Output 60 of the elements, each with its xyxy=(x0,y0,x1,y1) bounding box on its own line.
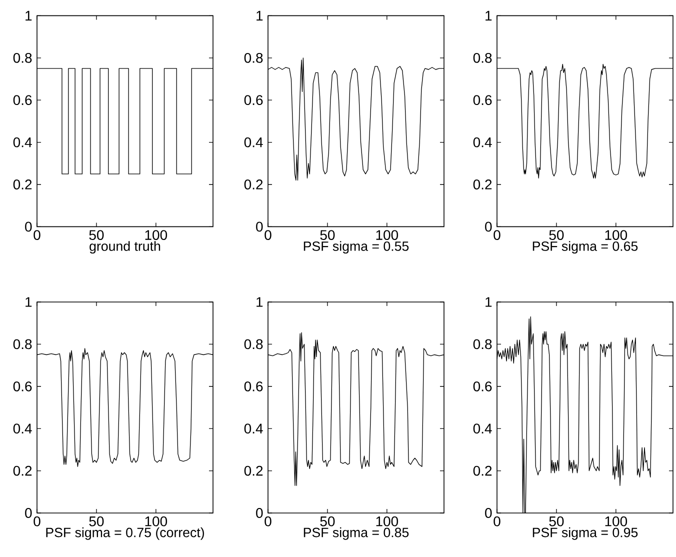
y-tick-label: 1 xyxy=(486,297,492,307)
x-tick-label: 50 xyxy=(320,516,335,526)
x-tick-label: 100 xyxy=(376,230,398,240)
y-tick-label: 0.4 xyxy=(244,137,263,148)
y-tick-label: 0.4 xyxy=(13,424,32,434)
y-tick-label: 0.8 xyxy=(244,52,263,63)
y-tick-label: 0.2 xyxy=(473,466,492,476)
y-tick-label: 0.4 xyxy=(473,424,492,434)
y-tick-label: 1 xyxy=(26,10,32,21)
y-tick-label: 0 xyxy=(256,222,263,232)
y-tick-label: 0.2 xyxy=(473,180,492,190)
x-tick-label: 100 xyxy=(145,230,168,240)
x-axis-title: PSF sigma = 0.95 xyxy=(532,527,638,540)
y-tick-label: 0.8 xyxy=(13,339,32,350)
x-tick-label: 100 xyxy=(376,516,398,526)
y-tick-label: 1 xyxy=(256,297,263,307)
y-tick-label: 0 xyxy=(25,508,32,518)
y-tick-label: 0.6 xyxy=(473,381,492,392)
y-tick-label: 0.2 xyxy=(13,466,32,476)
x-tick-label: 50 xyxy=(549,230,564,240)
y-tick-label: 1 xyxy=(256,10,263,21)
y-tick-label: 0.2 xyxy=(244,180,263,190)
y-tick-label: 1 xyxy=(486,10,492,21)
x-tick-label: 0 xyxy=(494,516,500,526)
y-tick-label: 0.8 xyxy=(244,339,263,350)
x-tick-label: 50 xyxy=(89,230,104,240)
x-tick-label: 100 xyxy=(145,516,168,526)
x-tick-label: 50 xyxy=(89,516,104,526)
y-tick-label: 0.2 xyxy=(244,466,263,476)
y-tick-label: 0 xyxy=(25,222,32,232)
x-tick-label: 50 xyxy=(549,516,564,526)
x-tick-label: 0 xyxy=(494,230,500,240)
x-tick-label: 100 xyxy=(605,230,628,240)
y-tick-label: 0.8 xyxy=(473,339,492,350)
y-tick-label: 0.8 xyxy=(473,52,492,63)
y-tick-label: 0.6 xyxy=(13,381,32,392)
y-tick-label: 0.4 xyxy=(244,424,263,434)
x-tick-label: 50 xyxy=(320,230,335,240)
x-tick-label: 0 xyxy=(34,230,40,240)
x-axis-title: PSF sigma = 0.65 xyxy=(532,241,638,254)
y-tick-label: 0.6 xyxy=(244,95,263,106)
y-tick-label: 0.6 xyxy=(473,95,492,106)
x-axis-title: PSF sigma = 0.85 xyxy=(304,527,409,540)
x-tick-label: 0 xyxy=(34,516,40,526)
y-tick-label: 0.4 xyxy=(13,137,32,148)
y-tick-label: 0.6 xyxy=(13,95,32,106)
x-axis-title: ground truth xyxy=(90,241,160,254)
x-tick-label: 0 xyxy=(264,230,272,240)
y-tick-label: 0 xyxy=(256,508,263,518)
y-tick-label: 0.6 xyxy=(244,381,263,392)
x-tick-label: 0 xyxy=(264,516,272,526)
y-tick-label: 0.2 xyxy=(13,180,32,190)
x-tick-label: 100 xyxy=(605,516,628,526)
x-axis-title: PSF sigma = 0.75 (correct) xyxy=(46,527,204,540)
y-tick-label: 0 xyxy=(485,508,492,518)
x-axis-title: PSF sigma = 0.55 xyxy=(304,241,409,254)
y-tick-label: 1 xyxy=(26,297,32,307)
y-tick-label: 0 xyxy=(485,222,492,232)
y-tick-label: 0.8 xyxy=(13,52,32,63)
y-tick-label: 0.4 xyxy=(473,137,492,148)
